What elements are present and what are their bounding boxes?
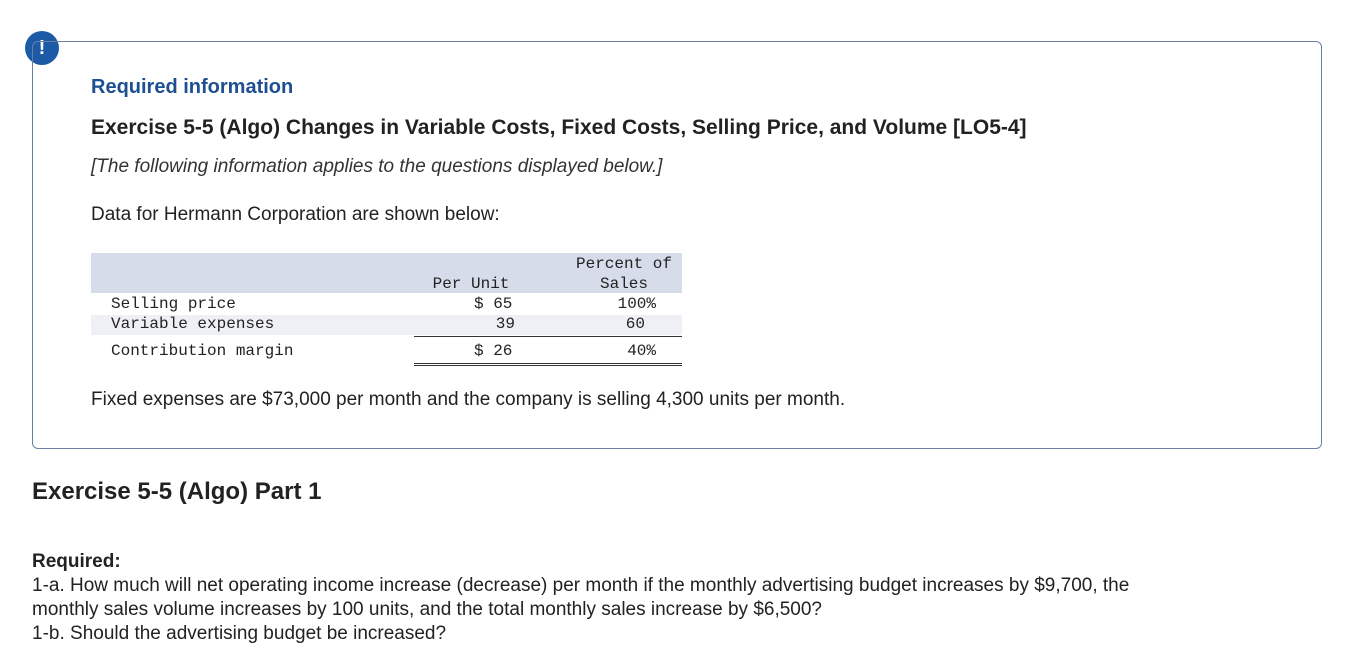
header-percent-line1: Percent of (575, 255, 672, 273)
question-1a-line2: monthly sales volume increases by 100 un… (32, 599, 823, 620)
required-label: Required: (32, 551, 121, 572)
header-percent-line2: Sales (599, 275, 648, 293)
required-information-heading: Required information (91, 76, 294, 98)
alert-icon: ! (25, 31, 59, 65)
question-1b: 1-b. Should the advertising budget be in… (32, 623, 447, 644)
table-row-stripe (91, 315, 682, 335)
row-per-unit-contribution-margin: $ 26 (474, 342, 513, 360)
header-per-unit: Per Unit (432, 275, 510, 293)
contribution-data-table: Percent of Sales Per Unit Selling price … (91, 253, 682, 366)
fixed-expenses-text: Fixed expenses are $73,000 per month and… (91, 389, 846, 410)
applies-note: [The following information applies to th… (91, 156, 663, 177)
subtotal-rule (414, 336, 682, 337)
exercise-title: Exercise 5-5 (Algo) Changes in Variable … (91, 116, 1027, 139)
row-label-selling-price: Selling price (111, 295, 236, 313)
data-intro-text: Data for Hermann Corporation are shown b… (91, 204, 500, 225)
row-per-unit-variable-expenses: 39 (495, 315, 515, 333)
required-information-panel (32, 41, 1322, 449)
row-percent-selling-price: 100% (617, 295, 656, 313)
part-title: Exercise 5-5 (Algo) Part 1 (32, 478, 322, 505)
row-label-variable-expenses: Variable expenses (111, 315, 275, 333)
table-header-band (91, 253, 682, 293)
row-percent-variable-expenses: 60 (625, 315, 645, 333)
exclamation-icon: ! (38, 37, 46, 59)
row-percent-contribution-margin: 40% (627, 342, 656, 360)
total-double-rule (414, 363, 682, 366)
row-per-unit-selling-price: $ 65 (474, 295, 513, 313)
row-label-contribution-margin: Contribution margin (111, 342, 294, 360)
question-1a-line1: 1-a. How much will net operating income … (32, 575, 1130, 596)
